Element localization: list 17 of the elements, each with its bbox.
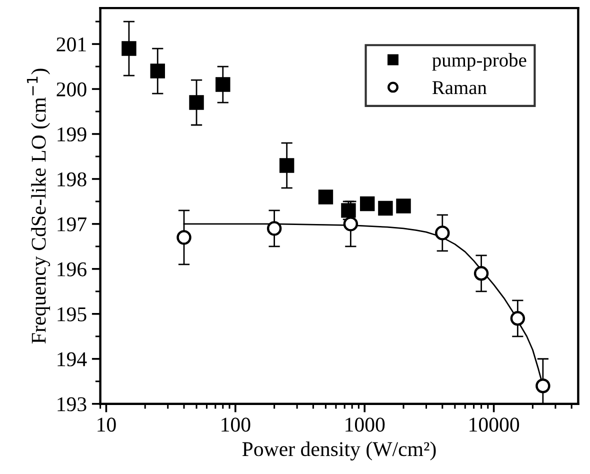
- y-tick-label: 193: [58, 397, 86, 412]
- y-tick-label: 194: [58, 352, 87, 366]
- y-tick-label: 196: [58, 262, 86, 276]
- y-tick-label: 199: [58, 127, 86, 142]
- y-tick-label: 198: [58, 172, 86, 186]
- y-tick-label: 195: [58, 307, 86, 322]
- y-tick-label: 201: [56, 37, 86, 52]
- x-tick-label: 100: [222, 418, 250, 432]
- x-axis-title: Power density (W/cm²): [242, 441, 436, 460]
- legend-label: Raman: [432, 81, 487, 94]
- x-tick-label: 10000: [470, 418, 520, 432]
- y-tick-label: 197: [58, 217, 87, 232]
- x-tick-label: 10: [98, 418, 116, 432]
- y-tick-label: 200: [56, 82, 86, 96]
- legend-label: pump-probe: [432, 53, 526, 71]
- x-tick-label: 1000: [346, 418, 385, 432]
- y-axis-title: Frequency CdSe-like LO (cm$^{−1}$): [26, 68, 50, 344]
